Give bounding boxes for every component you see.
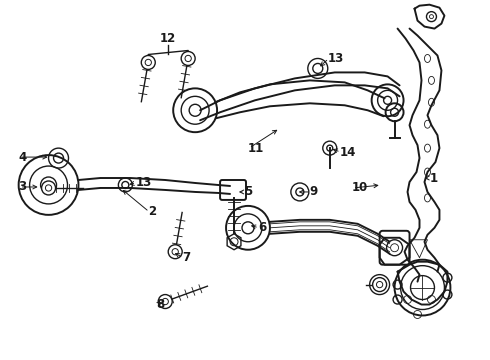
Text: 6: 6 (258, 221, 266, 234)
Circle shape (168, 245, 182, 259)
Text: 5: 5 (244, 185, 252, 198)
Text: 11: 11 (248, 141, 264, 155)
Text: 10: 10 (352, 181, 368, 194)
Text: 13: 13 (135, 176, 151, 189)
Text: 4: 4 (19, 150, 27, 163)
Text: 2: 2 (148, 205, 156, 219)
Text: 13: 13 (328, 52, 344, 65)
Circle shape (158, 294, 172, 309)
Text: 9: 9 (310, 185, 318, 198)
Text: 1: 1 (429, 171, 438, 185)
Text: 14: 14 (340, 145, 356, 159)
Circle shape (372, 278, 387, 292)
Circle shape (42, 181, 55, 195)
Circle shape (181, 51, 195, 66)
Circle shape (141, 55, 155, 69)
Text: 12: 12 (160, 32, 176, 45)
Text: 8: 8 (156, 298, 165, 311)
Polygon shape (227, 234, 241, 250)
FancyBboxPatch shape (380, 231, 410, 265)
Text: 7: 7 (182, 251, 190, 264)
FancyBboxPatch shape (220, 180, 246, 200)
Text: 3: 3 (19, 180, 27, 193)
